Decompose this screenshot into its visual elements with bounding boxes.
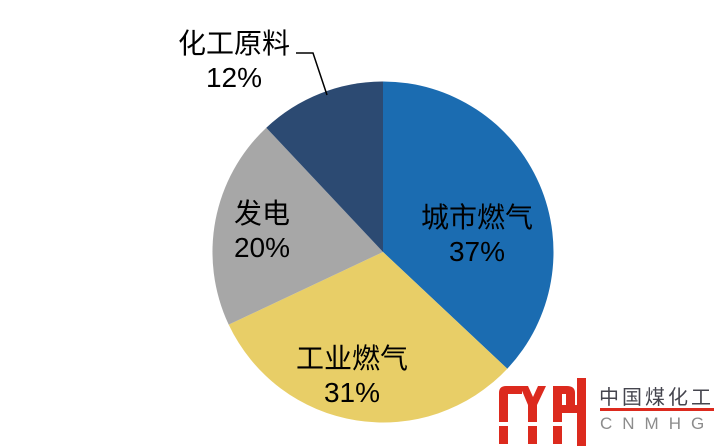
pie-slices	[212, 81, 554, 423]
slice-label-name: 化工原料	[177, 28, 290, 59]
slice-label-industrial-gas: 工业燃气 31%	[267, 342, 437, 410]
slice-label-pct: 12%	[205, 62, 263, 93]
logo-divider	[600, 408, 714, 411]
slice-label-name: 发电	[233, 198, 290, 229]
logo-text-en: CNMHG	[600, 414, 715, 433]
slice-label-pct: 20%	[233, 232, 291, 263]
callout-line	[296, 52, 328, 96]
slice-label-city-gas: 城市燃气 37%	[392, 201, 562, 269]
cnmhg-logo-icon	[499, 378, 586, 446]
pie-slice-chemical-feedstock	[266, 81, 383, 252]
pie-slice-power-generation	[212, 127, 383, 325]
pie-slice-industrial-gas	[228, 252, 508, 423]
slice-label-chemical-feedstock: 化工原料 12%	[149, 27, 319, 95]
slice-label-pct: 37%	[448, 236, 506, 267]
slice-label-name: 工业燃气	[295, 343, 408, 374]
slice-label-power-generation: 发电 20%	[177, 197, 347, 265]
logo-text-cn: 中国煤化工	[599, 387, 714, 409]
cnmhg-watermark: 中国煤化工 CNMHG	[497, 374, 719, 448]
slice-label-name: 城市燃气	[420, 202, 533, 233]
slice-label-pct: 31%	[323, 377, 381, 408]
pie-slice-city-gas	[383, 81, 554, 369]
